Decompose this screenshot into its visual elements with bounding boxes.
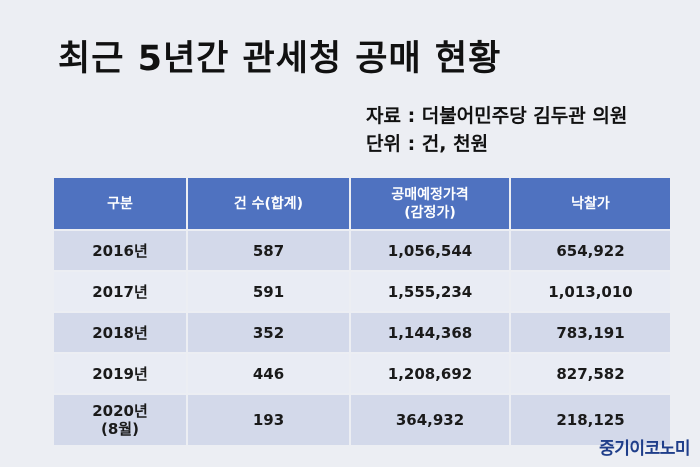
- meta-info: 자료 : 더불어민주당 김두관 의원 단위 : 건, 천원: [366, 102, 627, 158]
- cell-appraised: 1,056,544: [350, 229, 511, 271]
- header-category: 구분: [54, 178, 188, 230]
- publisher-logo: 중기이코노미: [599, 439, 690, 459]
- cell-year: 2019년: [54, 352, 188, 394]
- cell-appraised: 1,144,368: [350, 311, 511, 353]
- table-row: 2020년 (8월) 193 364,932 218,125: [54, 393, 670, 445]
- cell-winning-bid: 654,922: [510, 229, 670, 271]
- cell-winning-bid: 783,191: [510, 311, 670, 353]
- table-row: 2019년 446 1,208,692 827,582: [54, 352, 670, 394]
- table-header-row: 구분 건 수(합계) 공매예정가격 (감정가) 낙찰가: [54, 178, 670, 230]
- header-winning-bid: 낙찰가: [510, 178, 670, 230]
- cell-year: 2016년: [54, 229, 188, 271]
- header-count: 건 수(합계): [187, 178, 351, 230]
- table-row: 2017년 591 1,555,234 1,013,010: [54, 270, 670, 312]
- cell-winning-bid: 1,013,010: [510, 270, 670, 312]
- cell-winning-bid: 218,125: [510, 393, 670, 445]
- cell-appraised: 1,208,692: [350, 352, 511, 394]
- table-row: 2018년 352 1,144,368 783,191: [54, 311, 670, 353]
- cell-count: 587: [187, 229, 351, 271]
- table-row: 2016년 587 1,056,544 654,922: [54, 229, 670, 271]
- cell-count: 591: [187, 270, 351, 312]
- auction-table: 구분 건 수(합계) 공매예정가격 (감정가) 낙찰가 2016년 587 1,…: [54, 178, 670, 445]
- cell-year: 2018년: [54, 311, 188, 353]
- cell-appraised: 1,555,234: [350, 270, 511, 312]
- unit-text: 단위 : 건, 천원: [366, 133, 489, 155]
- header-appraised-price: 공매예정가격 (감정가): [350, 178, 511, 230]
- page-title: 최근 5년간 관세청 공매 현황: [58, 39, 502, 79]
- cell-year: 2020년 (8월): [54, 393, 188, 445]
- cell-appraised: 364,932: [350, 393, 511, 445]
- cell-count: 446: [187, 352, 351, 394]
- cell-count: 352: [187, 311, 351, 353]
- cell-winning-bid: 827,582: [510, 352, 670, 394]
- source-text: 자료 : 더불어민주당 김두관 의원: [366, 105, 628, 127]
- cell-count: 193: [187, 393, 351, 445]
- cell-year: 2017년: [54, 270, 188, 312]
